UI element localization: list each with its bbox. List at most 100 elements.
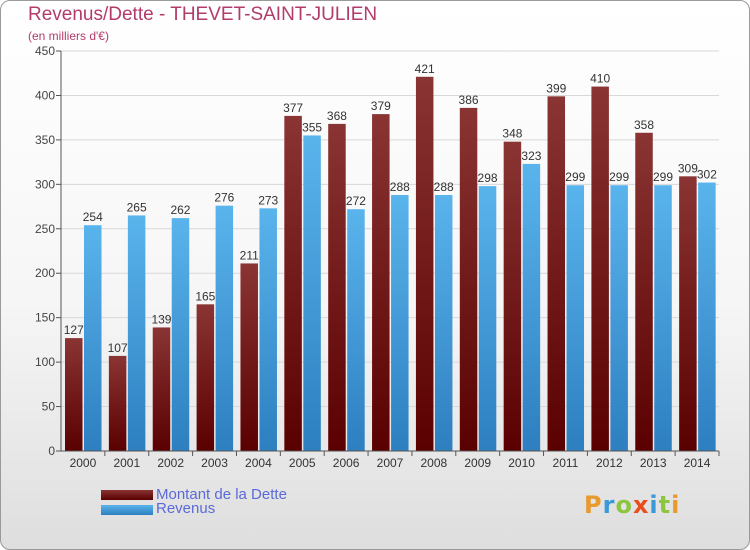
bar-dette <box>459 107 478 451</box>
data-label: 211 <box>240 248 259 262</box>
bar-revenus <box>171 218 190 451</box>
data-label: 358 <box>634 118 654 132</box>
x-tick-label: 2001 <box>113 456 140 470</box>
bar-dette <box>679 176 697 452</box>
logo-letter: i <box>649 491 659 519</box>
bar-dette <box>635 132 653 451</box>
y-tick-label: 50 <box>42 400 56 414</box>
bar-revenus <box>347 209 365 451</box>
x-tick-label: 2008 <box>421 456 448 470</box>
bar-dette <box>196 304 215 451</box>
y-tick-label: 300 <box>35 177 55 191</box>
logo-letter: i <box>671 491 681 519</box>
data-label: 273 <box>258 193 278 207</box>
bar-revenus <box>434 195 453 451</box>
data-label: 276 <box>214 191 234 205</box>
data-label: 377 <box>283 101 303 115</box>
bar-dette <box>547 96 566 451</box>
data-label: 302 <box>697 168 717 182</box>
bar-revenus <box>391 195 409 451</box>
axes: 0 50 100 150 200 250 300 350 400 450 2000 2001 2002 2… <box>35 44 720 470</box>
data-label: 323 <box>521 149 541 163</box>
legend-label-revenus: Revenus <box>156 500 216 517</box>
y-tick-label: 350 <box>35 133 55 147</box>
bar-revenus <box>215 205 234 451</box>
data-label: 262 <box>170 203 190 217</box>
y-tick-label: 250 <box>35 222 55 236</box>
bar-dette <box>65 338 83 451</box>
logo-letter: x <box>632 491 650 519</box>
x-tick-label: 2014 <box>684 456 711 470</box>
x-tick-label: 2010 <box>508 456 535 470</box>
bar-revenus <box>610 185 628 451</box>
y-tick-label: 200 <box>35 266 55 280</box>
data-label: 379 <box>371 99 391 113</box>
data-label: 298 <box>478 171 498 185</box>
bar-dette <box>328 123 346 451</box>
x-tick-label: 2007 <box>377 456 404 470</box>
logo-letter: o <box>615 491 633 519</box>
data-label: 299 <box>653 170 673 184</box>
legend-label-dette: Montant de la Dette <box>156 486 287 503</box>
data-label: 421 <box>415 62 435 76</box>
data-label: 355 <box>302 120 322 134</box>
proxiti-logo: Proxiti <box>584 491 680 519</box>
chart-subtitle: (en milliers d'€) <box>28 29 109 43</box>
legend-swatch-dette <box>101 490 153 500</box>
logo-letter: P <box>584 491 603 519</box>
bar-dette <box>503 141 522 451</box>
x-tick-label: 2009 <box>464 456 491 470</box>
bars <box>65 76 716 452</box>
bar-dette <box>415 76 434 452</box>
data-label: 288 <box>434 180 454 194</box>
x-tick-label: 2013 <box>640 456 667 470</box>
y-tick-label: 400 <box>35 88 55 102</box>
x-tick-label: 2003 <box>201 456 228 470</box>
data-label: 368 <box>327 109 347 123</box>
bar-dette <box>240 263 258 451</box>
grid <box>61 50 719 408</box>
x-tick-label: 2006 <box>333 456 360 470</box>
data-label: 127 <box>64 323 84 337</box>
x-tick-label: 2005 <box>289 456 316 470</box>
y-tick-label: 100 <box>35 355 55 369</box>
bar-revenus <box>303 135 321 451</box>
bar-revenus <box>698 182 716 452</box>
x-tick-label: 2011 <box>553 456 579 470</box>
bar-dette <box>284 115 302 451</box>
data-label: 288 <box>390 180 410 194</box>
x-tick-label: 2002 <box>157 456 184 470</box>
y-tick-label: 450 <box>35 44 55 58</box>
data-label: 165 <box>195 289 215 303</box>
data-label: 410 <box>590 72 610 86</box>
data-label: 254 <box>83 210 103 224</box>
bar-revenus <box>478 186 497 451</box>
data-labels: 127 254 107 265 139 262 165 276 211 273 377 355 368 2… <box>64 62 717 355</box>
data-label: 107 <box>108 341 128 355</box>
bar-dette <box>591 86 609 452</box>
data-label: 309 <box>678 161 698 175</box>
data-label: 348 <box>502 127 522 141</box>
data-label: 139 <box>151 312 171 326</box>
data-label: 299 <box>609 170 629 184</box>
logo-letter: t <box>658 491 672 519</box>
x-tick-label: 2012 <box>596 456 623 470</box>
data-label: 386 <box>459 93 479 107</box>
chart-title: Revenus/Dette - THEVET-SAINT-JULIEN <box>28 4 378 25</box>
data-label: 272 <box>346 194 366 208</box>
x-tick-label: 2004 <box>245 456 272 470</box>
data-label: 265 <box>127 200 147 214</box>
bar-revenus <box>127 215 146 451</box>
x-tick-label: 2000 <box>70 456 97 470</box>
y-tick-label: 0 <box>48 444 55 458</box>
bar-revenus <box>654 185 672 451</box>
bar-dette <box>108 355 127 451</box>
bar-revenus <box>566 185 585 451</box>
legend-swatch-revenus <box>101 505 153 515</box>
bar-revenus <box>522 163 541 451</box>
bar-revenus <box>84 225 102 451</box>
data-label: 299 <box>565 170 585 184</box>
bar-dette <box>372 114 390 451</box>
